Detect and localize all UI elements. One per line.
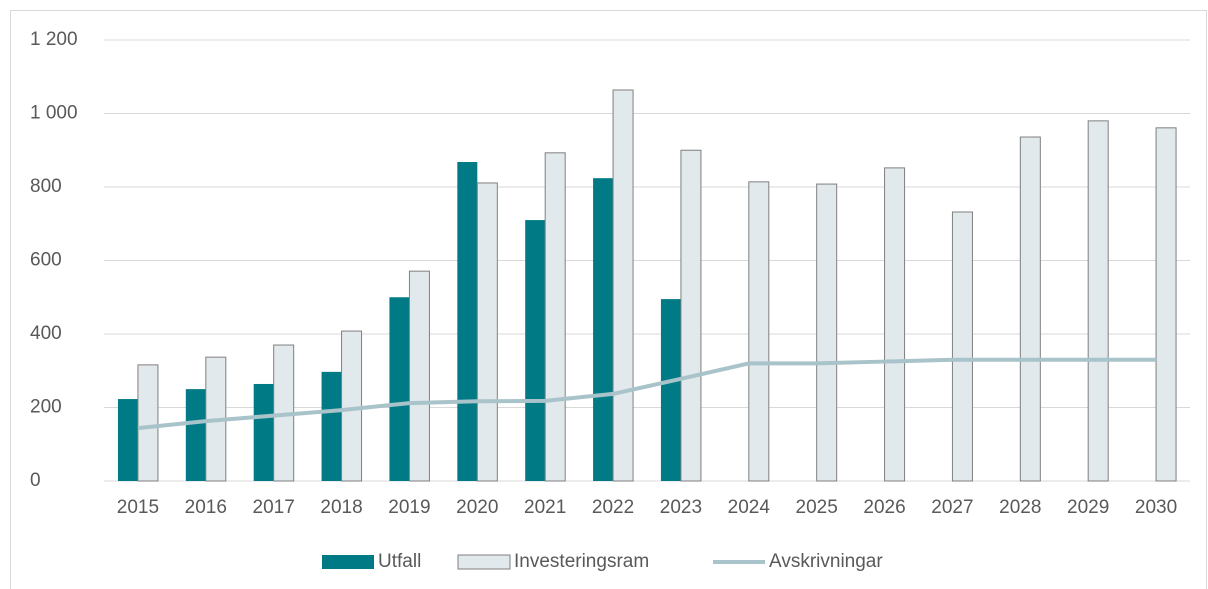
- bar: [660, 299, 681, 481]
- chart-frame: [10, 10, 1207, 589]
- x-tick-label: 2020: [456, 497, 498, 518]
- line: [137, 357, 1157, 431]
- y-tick-label: 0: [30, 470, 41, 491]
- legend-swatch: [322, 555, 374, 569]
- bar: [1155, 127, 1177, 482]
- bar: [341, 330, 363, 482]
- bar: [816, 183, 838, 482]
- y-tick-label: 400: [30, 323, 62, 344]
- x-tick-label: 2015: [117, 497, 159, 518]
- bar: [408, 270, 430, 482]
- legend-swatch: [457, 554, 511, 570]
- bar: [544, 152, 566, 482]
- x-tick-label: 2017: [253, 497, 295, 518]
- legend-label: Investeringsram: [514, 551, 649, 572]
- y-tick-label: 1 000: [30, 103, 78, 124]
- bar: [253, 383, 274, 481]
- x-tick-label: 2026: [863, 497, 905, 518]
- y-tick-label: 800: [30, 176, 62, 197]
- legend-label: Utfall: [378, 551, 421, 572]
- bar: [321, 371, 342, 481]
- bar: [389, 297, 410, 481]
- x-tick-label: 2018: [320, 497, 362, 518]
- y-tick-label: 200: [30, 397, 62, 418]
- bar: [748, 181, 770, 482]
- y-tick-label: 1 200: [30, 29, 78, 50]
- bar: [137, 364, 159, 482]
- bar: [1019, 136, 1041, 482]
- bar: [476, 182, 498, 482]
- bar: [884, 167, 906, 482]
- x-tick-label: 2025: [796, 497, 838, 518]
- bar: [612, 89, 634, 482]
- x-tick-label: 2023: [660, 497, 702, 518]
- bar: [593, 178, 614, 481]
- x-tick-label: 2030: [1135, 497, 1177, 518]
- legend-label: Avskrivningar: [769, 551, 883, 572]
- x-tick-label: 2022: [592, 497, 634, 518]
- bar: [525, 220, 546, 481]
- bar: [185, 389, 206, 481]
- bar: [680, 149, 702, 482]
- x-tick-label: 2029: [1067, 497, 1109, 518]
- bar: [1087, 120, 1109, 482]
- x-tick-label: 2028: [999, 497, 1041, 518]
- x-tick-label: 2021: [524, 497, 566, 518]
- y-tick-label: 600: [30, 250, 62, 271]
- x-tick-label: 2027: [931, 497, 973, 518]
- x-tick-label: 2024: [728, 497, 771, 518]
- bar: [117, 399, 138, 481]
- bar: [457, 162, 478, 481]
- x-tick-label: 2016: [185, 497, 227, 518]
- bar: [951, 211, 973, 482]
- x-tick-label: 2019: [388, 497, 430, 518]
